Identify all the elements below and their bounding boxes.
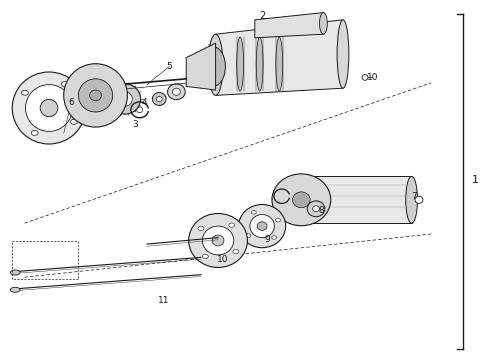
- Polygon shape: [255, 13, 323, 38]
- Ellipse shape: [257, 222, 267, 230]
- Text: 4: 4: [142, 98, 147, 107]
- Ellipse shape: [362, 75, 368, 80]
- Ellipse shape: [293, 176, 305, 223]
- Text: 8: 8: [318, 206, 324, 215]
- Ellipse shape: [61, 81, 68, 86]
- Text: 11: 11: [158, 296, 170, 305]
- Polygon shape: [186, 43, 216, 90]
- Text: 9: 9: [264, 235, 270, 244]
- Ellipse shape: [10, 270, 20, 275]
- Ellipse shape: [71, 119, 77, 124]
- Text: 2: 2: [259, 11, 265, 21]
- Ellipse shape: [212, 235, 224, 246]
- Ellipse shape: [172, 88, 180, 95]
- Ellipse shape: [25, 85, 73, 131]
- Ellipse shape: [31, 130, 38, 135]
- Text: 1: 1: [471, 175, 478, 185]
- Ellipse shape: [271, 236, 276, 239]
- Ellipse shape: [189, 213, 247, 267]
- Ellipse shape: [276, 37, 283, 91]
- Text: 5: 5: [166, 62, 172, 71]
- Ellipse shape: [40, 99, 58, 117]
- Ellipse shape: [198, 226, 204, 230]
- Polygon shape: [299, 176, 412, 223]
- Ellipse shape: [201, 47, 225, 86]
- Ellipse shape: [12, 72, 86, 144]
- Ellipse shape: [256, 37, 263, 91]
- Ellipse shape: [313, 206, 319, 212]
- Ellipse shape: [319, 13, 327, 34]
- Ellipse shape: [239, 204, 286, 248]
- Text: 3: 3: [132, 120, 138, 129]
- Ellipse shape: [152, 93, 166, 105]
- Ellipse shape: [275, 219, 280, 222]
- Ellipse shape: [406, 176, 417, 223]
- Ellipse shape: [10, 287, 20, 292]
- Text: 6: 6: [68, 98, 74, 107]
- Ellipse shape: [202, 226, 234, 255]
- Ellipse shape: [137, 107, 143, 113]
- Ellipse shape: [307, 201, 325, 217]
- Ellipse shape: [337, 20, 349, 88]
- Ellipse shape: [293, 192, 310, 208]
- Ellipse shape: [109, 84, 141, 114]
- Ellipse shape: [78, 79, 113, 112]
- Ellipse shape: [202, 254, 208, 258]
- Ellipse shape: [22, 90, 28, 95]
- Text: 10: 10: [367, 73, 378, 82]
- Ellipse shape: [251, 211, 256, 214]
- Ellipse shape: [168, 84, 185, 100]
- Text: 7: 7: [411, 192, 417, 201]
- Ellipse shape: [415, 196, 423, 203]
- Ellipse shape: [250, 215, 274, 238]
- Ellipse shape: [246, 234, 251, 237]
- Ellipse shape: [208, 34, 223, 95]
- Ellipse shape: [118, 92, 132, 106]
- Ellipse shape: [229, 223, 235, 227]
- Ellipse shape: [90, 90, 101, 101]
- Ellipse shape: [64, 64, 127, 127]
- Ellipse shape: [237, 37, 244, 91]
- Polygon shape: [216, 20, 343, 95]
- Ellipse shape: [233, 249, 239, 254]
- Ellipse shape: [272, 174, 331, 226]
- Ellipse shape: [156, 96, 162, 102]
- Text: 10: 10: [217, 255, 229, 264]
